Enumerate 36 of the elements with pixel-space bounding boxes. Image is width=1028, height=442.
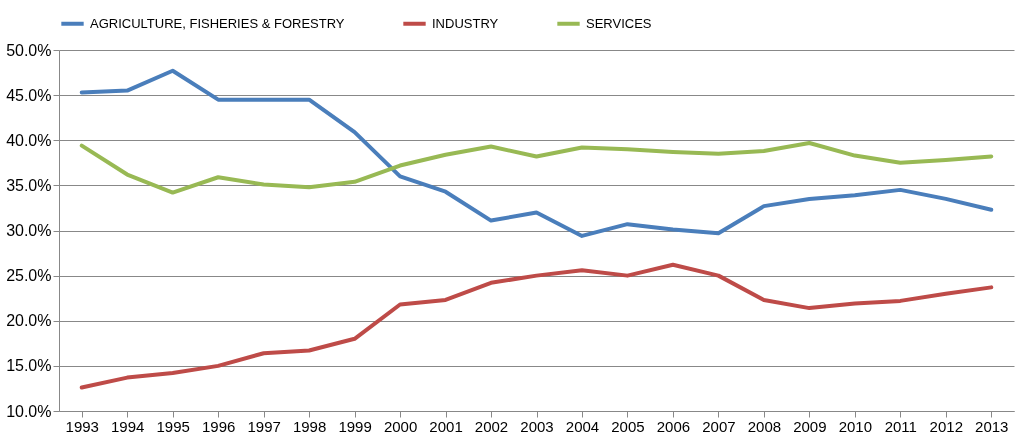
x-tick-label: 2008 [747, 417, 782, 435]
x-tick-label: 2010 [838, 417, 873, 435]
x-tick-label: 2003 [520, 417, 554, 435]
y-tick-label: 15.0% [6, 357, 52, 375]
line-series [79, 140, 994, 195]
y-tick-label: 35.0% [6, 176, 52, 194]
x-tick-label: 1994 [111, 417, 145, 435]
x-tick-label: 2012 [929, 417, 963, 435]
line-series [79, 68, 994, 238]
x-tick-label: 2013 [975, 417, 1009, 435]
x-tick-label: 2011 [884, 417, 917, 435]
x-tick-label: 1993 [65, 417, 99, 435]
x-tick-label: 1998 [292, 417, 327, 435]
x-tick-label: 2007 [702, 417, 736, 435]
x-tick-label: 1995 [156, 417, 190, 435]
x-tick-label: 2006 [656, 417, 691, 435]
legend-label: INDUSTRY [432, 15, 499, 31]
x-tick-label: 1999 [338, 417, 372, 435]
y-tick-label: 10.0% [6, 402, 52, 420]
x-tick-label: 2004 [565, 417, 600, 435]
y-tick-label: 30.0% [6, 222, 52, 239]
x-tick-label: 2005 [611, 417, 645, 435]
legend-label: SERVICES [586, 15, 652, 31]
x-tick-label: 2002 [474, 417, 509, 435]
y-tick-label: 20.0% [6, 312, 52, 330]
x-tick-label: 1996 [201, 417, 236, 435]
x-tick-label: 2000 [383, 417, 418, 435]
x-tick-label: 2001 [429, 417, 463, 435]
x-tick-label: 2009 [793, 417, 827, 435]
y-tick-label: 25.0% [6, 267, 52, 285]
line-series [79, 262, 994, 390]
y-tick-label: 50.0% [6, 41, 52, 59]
y-tick-label: 40.0% [6, 131, 52, 149]
y-tick-label: 45.0% [6, 86, 52, 104]
x-tick-label: 1997 [247, 417, 281, 435]
legend-label: AGRICULTURE, FISHERIES & FORESTRY [90, 15, 345, 31]
